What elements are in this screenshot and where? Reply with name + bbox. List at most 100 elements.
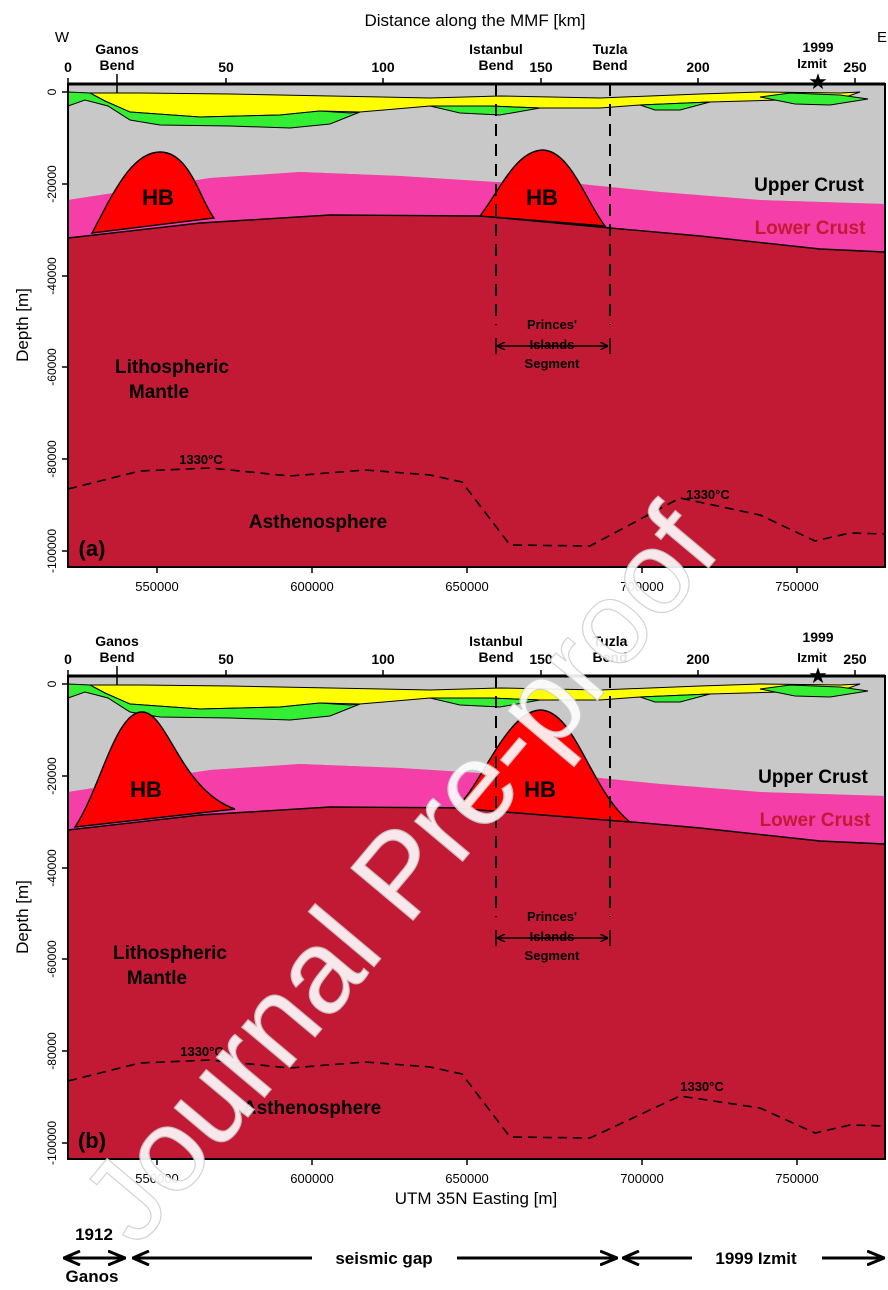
green-sediment-4 — [759, 92, 869, 106]
lower-crust-label: Lower Crust — [760, 810, 872, 831]
heat-body-left — [90, 151, 216, 234]
svg-text:0: 0 — [45, 680, 59, 687]
moho-line — [67, 214, 886, 253]
ganos-1912-year: 1912 — [75, 1225, 113, 1244]
svg-text:-100000: -100000 — [45, 1121, 59, 1165]
hb-label-left: HB — [142, 185, 174, 210]
x-ticks — [156, 567, 798, 573]
y-ticks — [62, 683, 68, 1144]
tuzla-bend-label: Tuzla — [593, 41, 628, 57]
svg-text:600000: 600000 — [290, 579, 333, 594]
svg-text:Segment: Segment — [525, 948, 581, 963]
izmit-1999-label: 1999 — [802, 629, 833, 645]
isotherm-label: 1330°C — [180, 1044, 224, 1059]
rupture-legend: 1912 Ganos seismic gap 1999 Izmit — [64, 1225, 884, 1286]
hb-label-right: HB — [524, 777, 556, 802]
izmit-1999-rupture-label: 1999 Izmit — [715, 1249, 797, 1268]
green-sediment-2 — [429, 697, 541, 708]
svg-text:0: 0 — [64, 651, 72, 667]
svg-text:550000: 550000 — [135, 1171, 178, 1186]
hb-label-right: HB — [526, 185, 558, 210]
east-label: E — [877, 29, 887, 46]
svg-text:750000: 750000 — [775, 1171, 818, 1186]
isotherm-label: 1330°C — [680, 1079, 724, 1094]
isotherm-label: 1330°C — [179, 452, 223, 467]
istanbul-bend-label: Istanbul — [469, 633, 523, 649]
svg-text:-20000: -20000 — [45, 165, 59, 203]
svg-text:650000: 650000 — [445, 579, 488, 594]
svg-text:-60000: -60000 — [45, 940, 59, 978]
svg-text:700000: 700000 — [620, 1171, 663, 1186]
panel-letter: (a) — [79, 536, 106, 561]
top-axis-title: Distance along the MMF [km] — [364, 11, 585, 30]
svg-text:Islands: Islands — [530, 929, 575, 944]
x-tick-labels: 550000 600000 650000 700000 750000 — [135, 1171, 818, 1186]
heat-body-right — [478, 149, 607, 227]
svg-text:Segment: Segment — [525, 356, 581, 371]
mantle-label: Lithospheric — [115, 357, 229, 378]
svg-text:Bend: Bend — [100, 57, 135, 73]
svg-text:Bend: Bend — [479, 649, 514, 665]
hb-label-left: HB — [130, 777, 162, 802]
heat-body-left — [73, 711, 236, 828]
svg-text:650000: 650000 — [445, 1171, 488, 1186]
svg-text:Mantle: Mantle — [127, 968, 187, 989]
isotherm-label: 1330°C — [686, 487, 730, 502]
mantle-label: Lithospheric — [113, 943, 227, 964]
princes-label: Princes' — [527, 909, 577, 924]
epicenter-star-icon: ★ — [808, 663, 828, 688]
lower-crust-label: Lower Crust — [755, 218, 867, 239]
top-tick-label: 200 — [686, 59, 710, 75]
svg-text:700000: 700000 — [620, 579, 663, 594]
top-tick-labels: 0 50 100 150 200 250 — [64, 59, 867, 75]
top-tick-label: 0 — [64, 59, 72, 75]
svg-text:-40000: -40000 — [45, 257, 59, 295]
panel-a: 0 50 100 150 200 250 Ganos Bend Istanbul… — [13, 39, 886, 594]
svg-text:100: 100 — [371, 651, 395, 667]
svg-text:-80000: -80000 — [45, 440, 59, 478]
svg-text:600000: 600000 — [290, 1171, 333, 1186]
svg-text:Islands: Islands — [530, 337, 575, 352]
top-ticks — [67, 78, 856, 84]
upper-crust-label: Upper Crust — [754, 175, 864, 196]
west-label: W — [55, 29, 70, 46]
ganos-bend-label: Ganos — [95, 41, 139, 57]
asthenosphere-label: Asthenosphere — [243, 1098, 381, 1119]
svg-text:50: 50 — [218, 651, 234, 667]
tuzla-bend-label: Tuzla — [593, 633, 628, 649]
svg-text:200: 200 — [686, 651, 710, 667]
panel-b: 0 50 100 150 200 250 Ganos Bend Istanbul… — [13, 629, 886, 1208]
svg-text:-100000: -100000 — [45, 529, 59, 573]
svg-text:Izmit: Izmit — [797, 56, 827, 71]
top-tick-label: 150 — [529, 59, 553, 75]
y-tick-labels: 0 -20000 -40000 -60000 -80000 -100000 — [45, 88, 59, 573]
svg-text:Bend: Bend — [100, 649, 135, 665]
y-tick-labels: 0 -20000 -40000 -60000 -80000 -100000 — [45, 680, 59, 1165]
green-sediment — [67, 91, 361, 129]
green-sediment-3 — [639, 101, 711, 111]
svg-text:0: 0 — [45, 88, 59, 95]
y-axis-title: Depth [m] — [13, 288, 32, 362]
asthenosphere-label: Asthenosphere — [249, 512, 387, 533]
top-tick-label: 250 — [843, 59, 867, 75]
izmit-1999-label: 1999 — [802, 39, 833, 55]
svg-text:-60000: -60000 — [45, 348, 59, 386]
epicenter-star-icon: ★ — [808, 69, 828, 94]
svg-text:Izmit: Izmit — [797, 650, 827, 665]
ganos-1912-name: Ganos — [66, 1267, 119, 1286]
princes-label: Princes' — [527, 317, 577, 332]
svg-text:-20000: -20000 — [45, 757, 59, 795]
svg-text:Bend: Bend — [479, 57, 514, 73]
top-tick-label: 50 — [218, 59, 234, 75]
green-sediment-3 — [639, 693, 711, 703]
svg-text:250: 250 — [843, 651, 867, 667]
svg-text:-40000: -40000 — [45, 849, 59, 887]
green-sediment — [67, 683, 361, 721]
svg-text:Bend: Bend — [593, 649, 628, 665]
green-sediment-4 — [759, 684, 869, 698]
y-ticks — [62, 91, 68, 552]
heat-body-right — [453, 709, 633, 823]
svg-text:Mantle: Mantle — [129, 382, 189, 403]
x-tick-labels: 550000 600000 650000 700000 750000 — [135, 579, 818, 594]
istanbul-bend-label: Istanbul — [469, 41, 523, 57]
